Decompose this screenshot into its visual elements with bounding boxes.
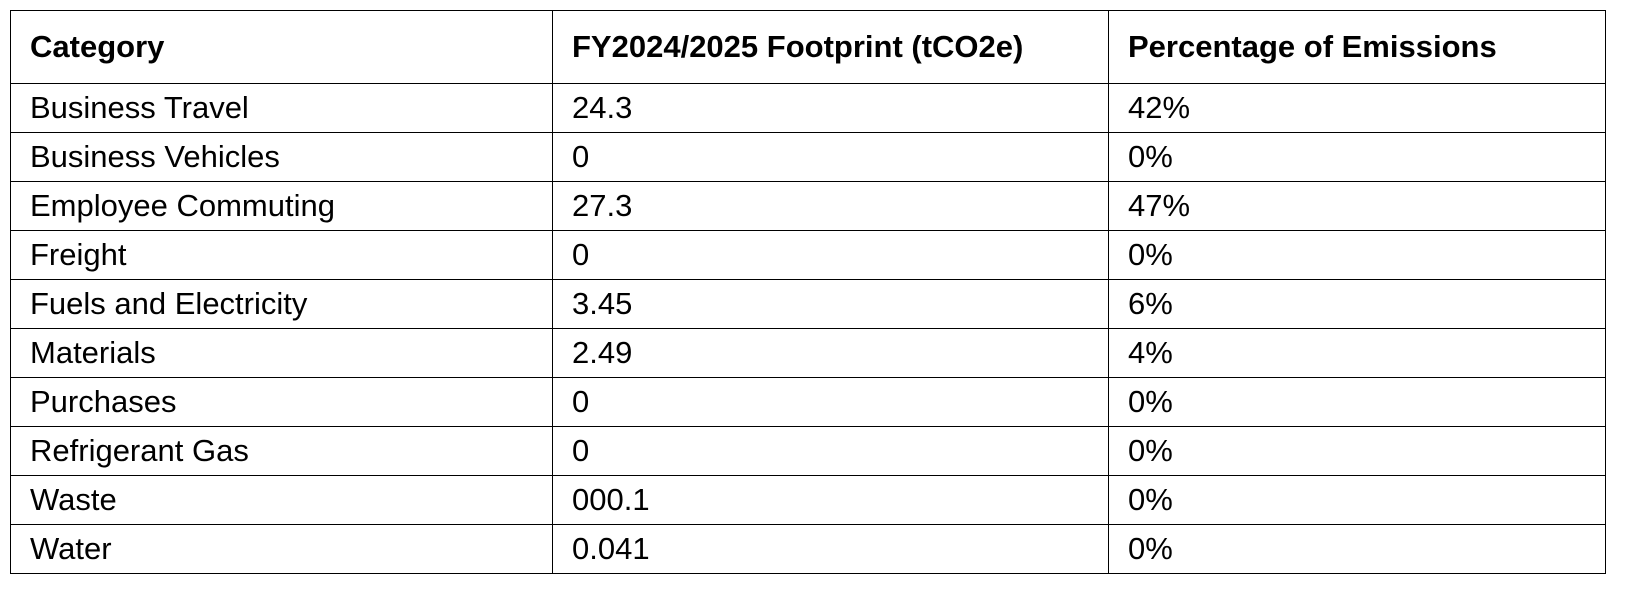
table-row: Water 0.041 0% [10,524,1606,574]
header-category: Category [10,10,553,84]
cell-percentage: 6% [1108,279,1606,329]
emissions-table: Category FY2024/2025 Footprint (tCO2e) P… [10,10,1606,574]
cell-category: Business Vehicles [10,132,553,182]
table-row: Employee Commuting 27.3 47% [10,181,1606,231]
cell-percentage: 0% [1108,426,1606,476]
cell-percentage: 42% [1108,83,1606,133]
cell-percentage: 4% [1108,328,1606,378]
cell-footprint: 2.49 [552,328,1109,378]
table-row: Materials 2.49 4% [10,328,1606,378]
table-row: Purchases 0 0% [10,377,1606,427]
cell-footprint: 0 [552,132,1109,182]
cell-percentage: 0% [1108,475,1606,525]
cell-footprint: 0 [552,377,1109,427]
table-row: Freight 0 0% [10,230,1606,280]
cell-category: Employee Commuting [10,181,553,231]
header-footprint: FY2024/2025 Footprint (tCO2e) [552,10,1109,84]
header-percentage: Percentage of Emissions [1108,10,1606,84]
table-row: Business Travel 24.3 42% [10,83,1606,133]
cell-percentage: 0% [1108,230,1606,280]
table-header: Category FY2024/2025 Footprint (tCO2e) P… [10,10,1606,84]
cell-category: Water [10,524,553,574]
cell-percentage: 47% [1108,181,1606,231]
cell-category: Business Travel [10,83,553,133]
cell-category: Freight [10,230,553,280]
cell-category: Waste [10,475,553,525]
cell-footprint: 0.041 [552,524,1109,574]
table-row: Fuels and Electricity 3.45 6% [10,279,1606,329]
cell-footprint: 000.1 [552,475,1109,525]
table-row: Waste 000.1 0% [10,475,1606,525]
cell-percentage: 0% [1108,132,1606,182]
header-row: Category FY2024/2025 Footprint (tCO2e) P… [10,10,1606,84]
cell-category: Refrigerant Gas [10,426,553,476]
cell-category: Purchases [10,377,553,427]
cell-category: Fuels and Electricity [10,279,553,329]
cell-footprint: 24.3 [552,83,1109,133]
table-row: Business Vehicles 0 0% [10,132,1606,182]
cell-footprint: 3.45 [552,279,1109,329]
cell-footprint: 27.3 [552,181,1109,231]
table-body: Business Travel 24.3 42% Business Vehicl… [10,83,1606,574]
table-row: Refrigerant Gas 0 0% [10,426,1606,476]
cell-footprint: 0 [552,426,1109,476]
cell-footprint: 0 [552,230,1109,280]
cell-category: Materials [10,328,553,378]
cell-percentage: 0% [1108,524,1606,574]
cell-percentage: 0% [1108,377,1606,427]
